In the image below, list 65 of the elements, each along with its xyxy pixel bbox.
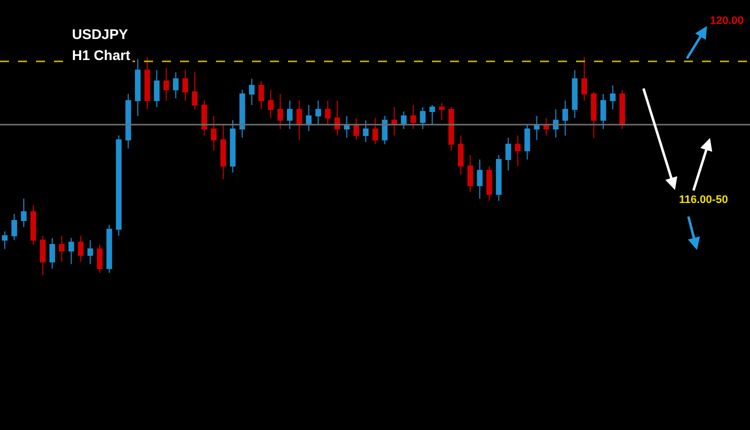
candlestick: [163, 67, 170, 102]
candlestick: [572, 70, 578, 119]
candlestick: [49, 237, 56, 269]
candlestick: [40, 235, 46, 276]
candlestick: [581, 56, 588, 102]
text: 116.00-50: [679, 194, 728, 206]
candlestick: [201, 100, 208, 136]
candlestick: [230, 120, 236, 174]
candlestick: [134, 58, 141, 116]
candlestick: [106, 224, 112, 274]
candlestick: [2, 230, 8, 250]
candlestick: [210, 115, 217, 152]
candlestick: [353, 118, 360, 140]
candlestick: [277, 94, 284, 130]
candlestick: [144, 56, 150, 110]
candlestick: [78, 235, 84, 262]
candlestick: [306, 104, 312, 132]
candlestick: [524, 124, 530, 160]
candlestick: [600, 94, 606, 130]
candlestick: [239, 89, 246, 138]
candlestick: [324, 100, 331, 126]
candlestick: [562, 100, 568, 136]
candlestick: [315, 100, 322, 126]
candlestick: [496, 154, 502, 202]
candlestick: [286, 100, 293, 130]
candlestick: [410, 104, 416, 130]
candlestick: [125, 94, 132, 150]
candlestick: [248, 78, 255, 106]
candlestick: [20, 198, 27, 228]
candlestick: [458, 134, 464, 176]
candlestick: [372, 118, 378, 145]
candlestick: [391, 106, 398, 136]
candlestick: [192, 72, 198, 110]
candlestick: [467, 154, 474, 193]
candlestick: [258, 80, 264, 110]
candlestick: [438, 102, 445, 121]
candlestick: [590, 91, 597, 138]
candlestick: [30, 204, 36, 245]
candlestick: [362, 120, 369, 143]
candlestick: [68, 237, 74, 265]
candlestick: [448, 106, 454, 152]
candlestick: [220, 124, 226, 180]
candlestick: [514, 134, 521, 166]
candlestick: [420, 106, 426, 130]
candlestick: [334, 100, 340, 136]
candlestick: [268, 89, 274, 119]
candlestick: [11, 213, 18, 241]
candlestick: [182, 70, 188, 102]
text: 120.00: [710, 15, 744, 27]
chart-subtitle: H1 Chart: [72, 47, 131, 63]
candlestick: [505, 137, 512, 171]
candlestick: [87, 240, 94, 265]
candlestick: [154, 70, 160, 108]
candlestick: [96, 244, 103, 274]
candlestick: [382, 115, 388, 145]
candlestick: [486, 166, 492, 202]
candlestick: [619, 89, 626, 130]
candlestick: [172, 72, 179, 99]
candlestick: [58, 235, 65, 262]
chart-title: USDJPY: [72, 26, 129, 42]
candlestick: [296, 100, 302, 140]
candlestick: [476, 158, 483, 200]
candlestick: [429, 104, 436, 126]
candlestick: [610, 84, 616, 110]
candlestick: [116, 134, 122, 236]
